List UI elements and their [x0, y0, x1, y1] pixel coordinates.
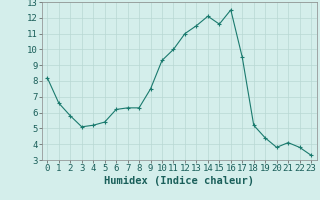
- X-axis label: Humidex (Indice chaleur): Humidex (Indice chaleur): [104, 176, 254, 186]
